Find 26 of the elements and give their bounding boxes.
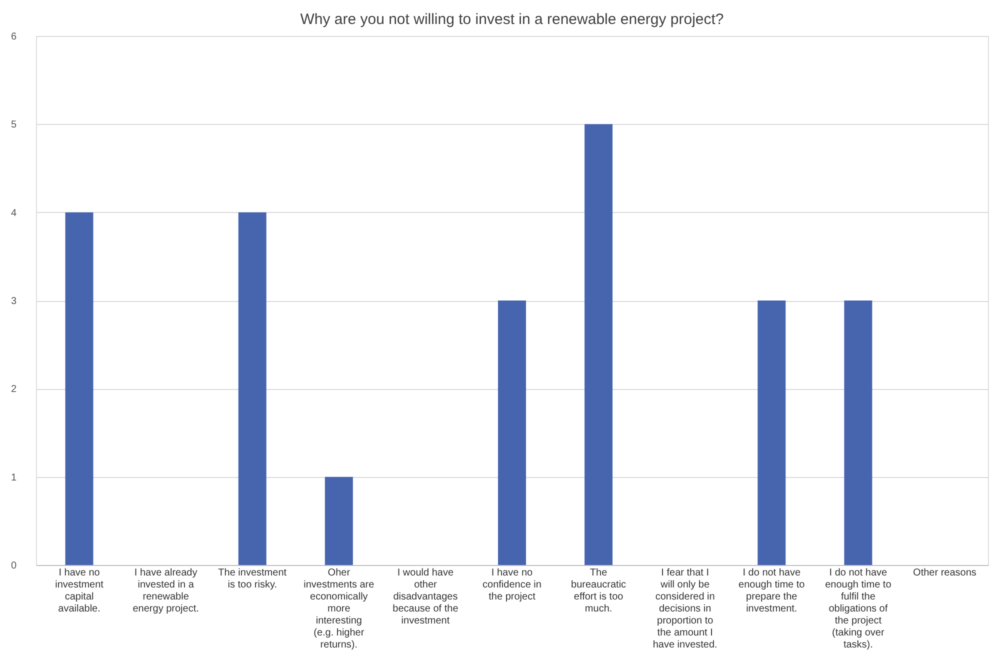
x-tick-label: I do not have enough time to prepare the investment. [738, 568, 806, 614]
bar [498, 300, 526, 565]
y-tick-label: 4 [10, 208, 17, 219]
bar [584, 124, 613, 565]
x-tick-label: Oher investments are economically more interesting (e.g. higher returns). [304, 568, 375, 650]
y-tick-label: 2 [10, 384, 17, 396]
bar [844, 300, 872, 565]
y-tick-label: 3 [10, 296, 17, 307]
x-tick-label: I have no investment capital available. [55, 568, 104, 614]
y-tick-label: 5 [10, 120, 17, 131]
bar [65, 212, 94, 565]
x-tick-label: Other reasons [913, 568, 976, 578]
x-tick-label: I would have other disadvantages because of the investment [392, 568, 459, 626]
x-tick-label: The bureaucratic effort is too much. [571, 568, 626, 614]
y-tick-label: 0 [10, 560, 17, 572]
x-tick-label: I have already invested in a renewable energy project. [132, 568, 199, 614]
y-tick-label: 1 [10, 472, 17, 484]
x-tick-label: I fear that I will only be considered in decisions in proportion to the amount I have invested. [652, 568, 718, 650]
y-tick-label: 6 [10, 32, 17, 42]
x-tick-label: I have no confidence in the project [482, 568, 542, 602]
bar [758, 300, 786, 565]
x-tick-label: The investment is too risky. [218, 568, 287, 590]
bar [324, 476, 353, 565]
chart-title: Why are you not willing to invest in a renewable energy project? [300, 11, 724, 28]
x-tick-label: I do not have enough time to fulfil the obligations of the project (taking over tasks). [825, 568, 892, 650]
bar [238, 212, 266, 565]
